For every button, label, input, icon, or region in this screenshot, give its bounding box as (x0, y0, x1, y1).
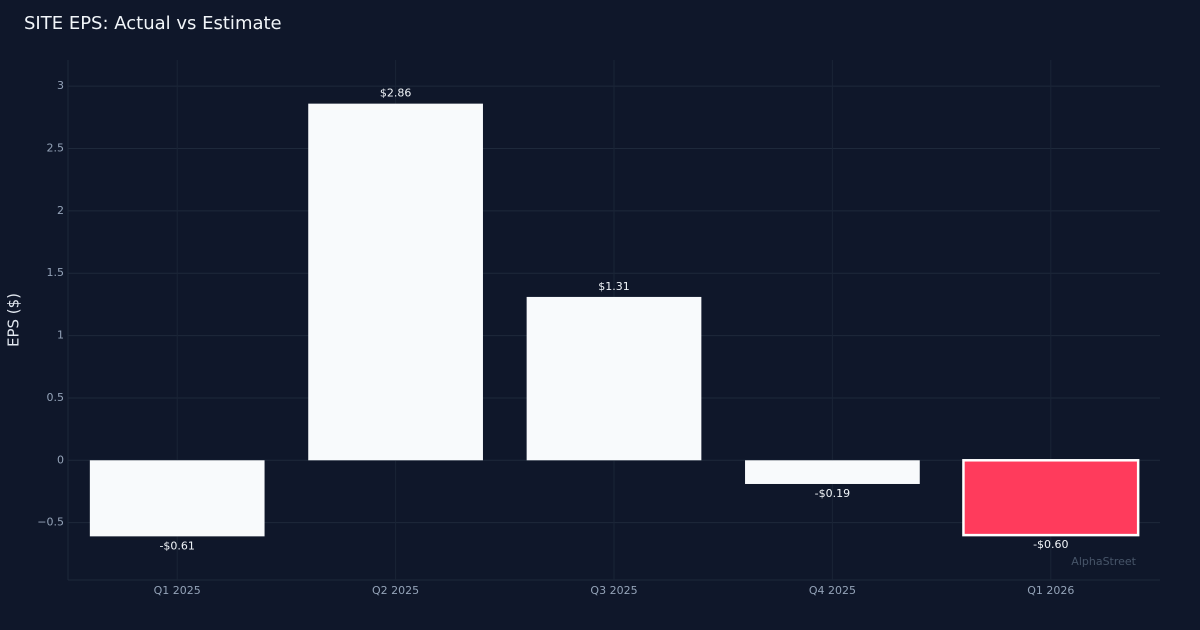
value-label: $1.31 (598, 280, 630, 293)
watermark: AlphaStreet (1071, 555, 1136, 568)
y-tick-label: 2.5 (47, 142, 65, 155)
chart-title: SITE EPS: Actual vs Estimate (24, 13, 282, 34)
y-tick-label: −0.5 (37, 516, 64, 529)
x-tick-label: Q1 2025 (154, 584, 201, 597)
y-tick-label: 1.5 (47, 266, 65, 279)
x-tick-label: Q3 2025 (590, 584, 637, 597)
bar (526, 296, 702, 461)
value-label: $2.86 (380, 87, 412, 100)
value-label: -$0.61 (159, 539, 194, 552)
y-axis-title: EPS ($) (5, 293, 23, 347)
bar (308, 103, 483, 461)
y-tick-label: 3 (57, 79, 64, 92)
value-label: -$0.19 (815, 487, 850, 500)
x-tick-label: Q4 2025 (809, 584, 856, 597)
bar (89, 460, 265, 537)
y-tick-label: 0.5 (47, 391, 65, 404)
x-tick-label: Q1 2026 (1027, 584, 1074, 597)
bar (745, 460, 920, 484)
y-tick-label: 0 (57, 453, 64, 466)
y-tick-label: 1 (57, 329, 64, 342)
value-label: -$0.60 (1033, 538, 1068, 551)
x-tick-label: Q2 2025 (372, 584, 419, 597)
bar (962, 459, 1140, 537)
y-tick-label: 2 (57, 204, 64, 217)
